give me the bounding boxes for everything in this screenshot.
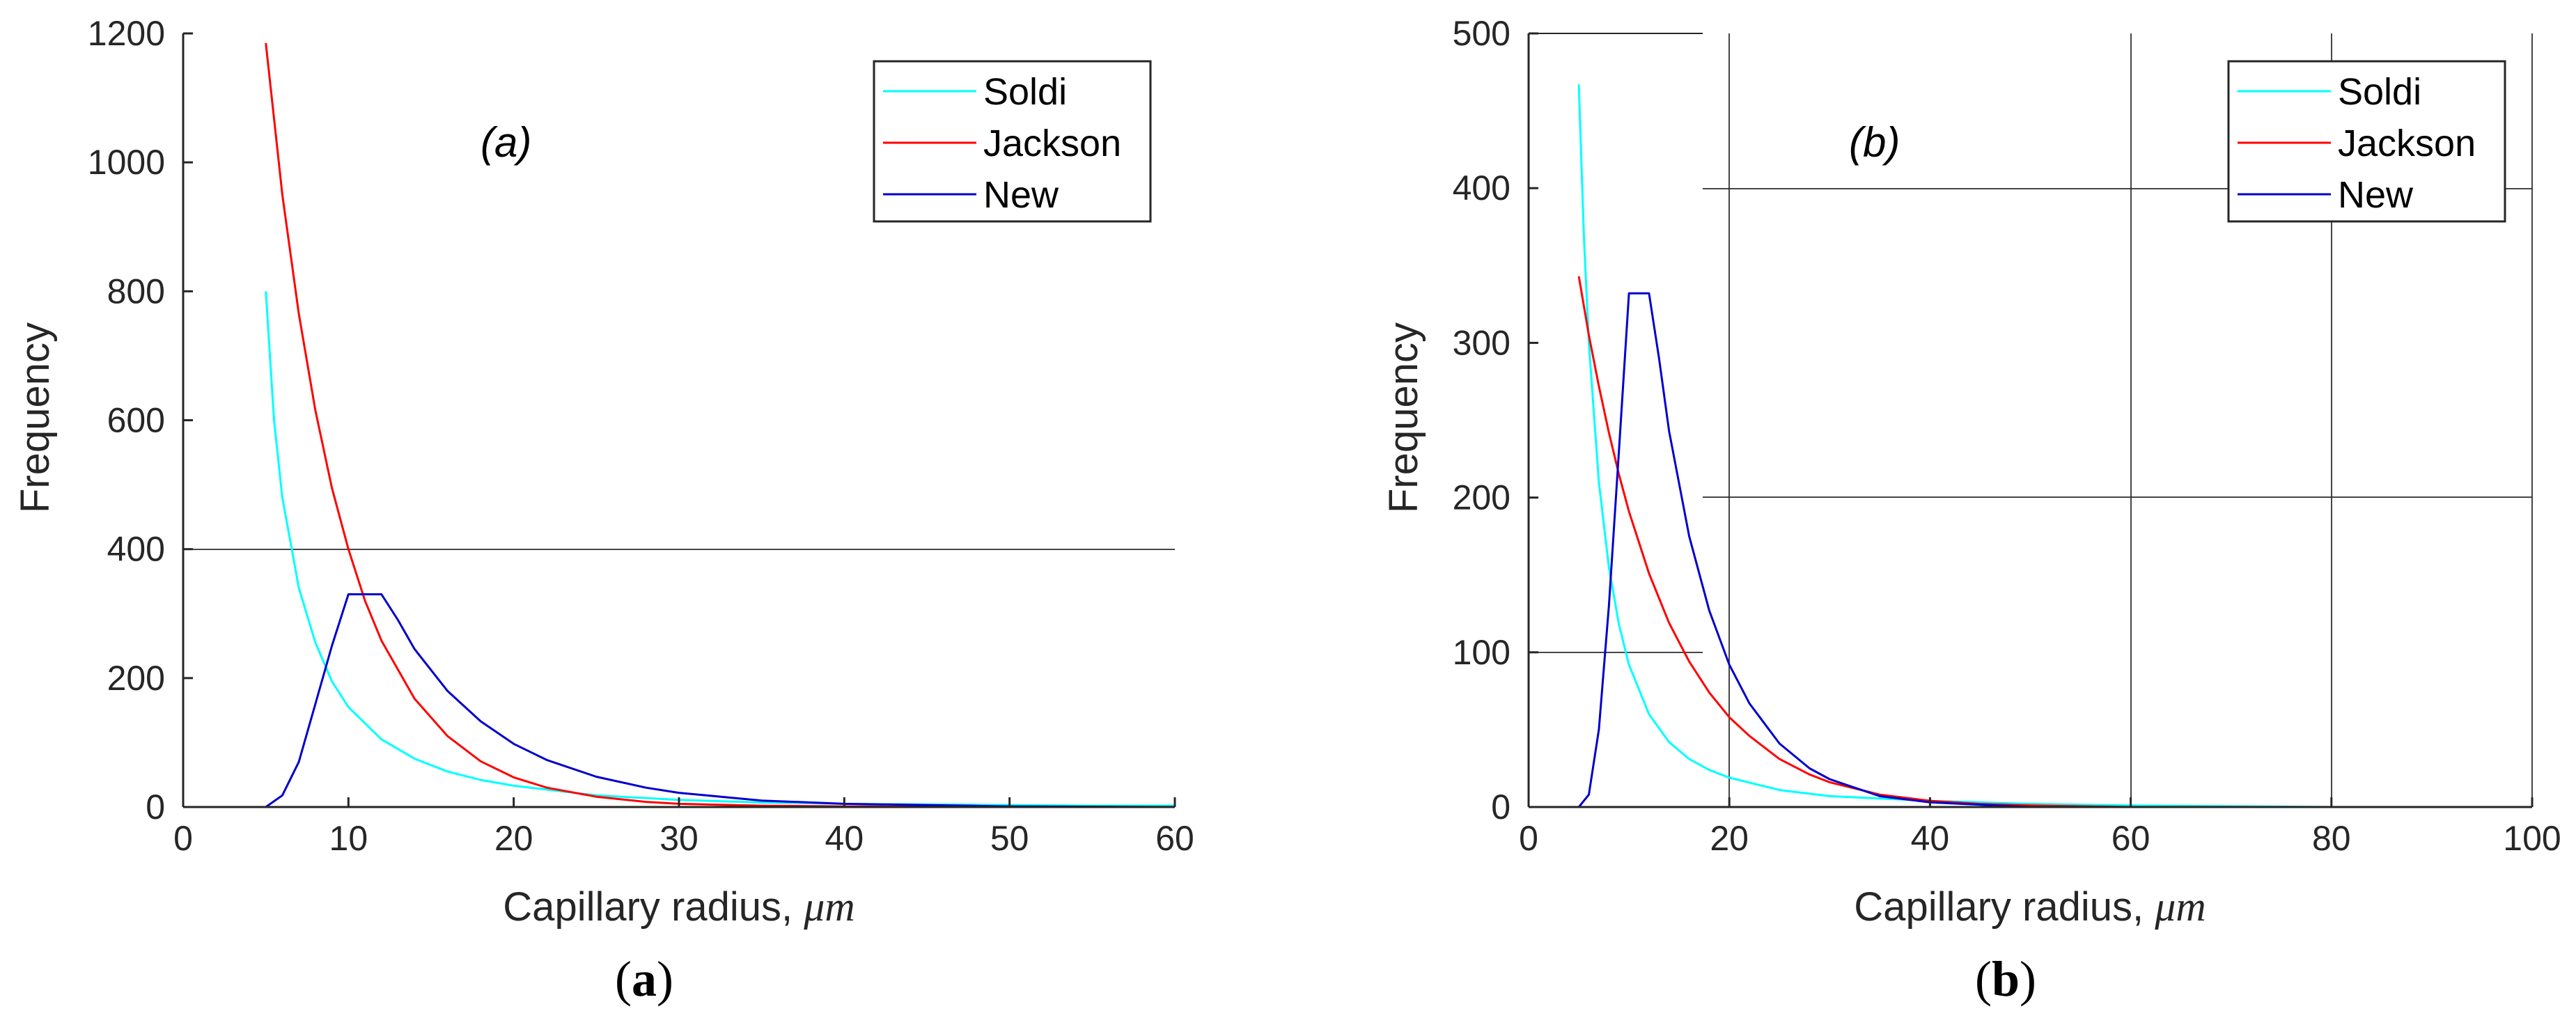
x-ticks-a: 0 10 20 30 40 50 60 bbox=[173, 797, 1194, 858]
y-tick-label-b: 300 bbox=[1453, 323, 1511, 362]
panel-tag-b: (b) bbox=[1849, 119, 1900, 166]
x-tick-label-a: 60 bbox=[1155, 819, 1194, 858]
x-tick-label-b: 60 bbox=[2111, 819, 2150, 858]
legend-label-a-soldi: Soldi bbox=[983, 71, 1067, 113]
series-line-b-soldi bbox=[1577, 84, 2532, 808]
y-ticks-a: 0 200 400 600 800 1000 1200 bbox=[88, 14, 193, 827]
y-axis-label-a: Frequency bbox=[13, 322, 58, 513]
y-tick-label-b: 200 bbox=[1453, 478, 1511, 517]
series-line-a-jackson bbox=[265, 42, 1175, 808]
chart-panel-b: 0 20 40 60 80 100 0 100 200 300 400 500 (b) Soldi … bbox=[1381, 14, 2561, 1007]
x-tick-label-b: 40 bbox=[1911, 819, 1950, 858]
x-tick-label-a: 10 bbox=[329, 819, 368, 858]
y-tick-label-a: 200 bbox=[107, 659, 165, 698]
y-tick-label-a: 1200 bbox=[88, 14, 165, 53]
y-tick-label-b: 400 bbox=[1453, 169, 1511, 207]
x-tick-label-b: 0 bbox=[1519, 819, 1538, 858]
x-tick-label-b: 100 bbox=[2503, 819, 2561, 858]
caption-a: (a) bbox=[615, 951, 673, 1007]
y-tick-label-b: 500 bbox=[1453, 14, 1511, 53]
legend-label-b-soldi: Soldi bbox=[2338, 71, 2421, 113]
legend-b: Soldi Jackson New bbox=[2227, 60, 2506, 223]
legend-label-a-jackson: Jackson bbox=[983, 123, 1121, 164]
x-axis-label-b-text: Capillary radius, bbox=[1854, 884, 2144, 930]
y-tick-label-a: 0 bbox=[146, 788, 165, 827]
series-line-b-jackson bbox=[1577, 276, 2532, 808]
x-ticks-b: 0 20 40 60 80 100 bbox=[1519, 797, 2561, 858]
y-axis-label-b: Frequency bbox=[1381, 322, 1426, 513]
y-tick-label-a: 1000 bbox=[88, 143, 165, 182]
x-tick-label-a: 20 bbox=[494, 819, 533, 858]
x-tick-label-b: 20 bbox=[1710, 819, 1749, 858]
legend-label-a-new: New bbox=[983, 174, 1059, 216]
x-tick-label-a: 30 bbox=[659, 819, 698, 858]
series-line-a-new bbox=[265, 593, 1176, 808]
caption-b: (b) bbox=[1975, 951, 2036, 1007]
series-group-b bbox=[1577, 84, 2532, 808]
legend-a: Soldi Jackson New bbox=[873, 60, 1152, 223]
x-axis-label-a-text: Capillary radius, bbox=[503, 884, 793, 930]
y-tick-label-a: 400 bbox=[107, 530, 165, 569]
legend-label-b-new: New bbox=[2338, 174, 2414, 216]
x-tick-label-a: 0 bbox=[173, 819, 193, 858]
y-tick-label-b: 0 bbox=[1491, 788, 1511, 827]
y-tick-label-a: 800 bbox=[107, 272, 165, 311]
x-axis-label-b: Capillary radius, μm bbox=[1854, 884, 2206, 930]
x-axis-label-a: Capillary radius, μm bbox=[503, 884, 854, 930]
y-tick-label-a: 600 bbox=[107, 401, 165, 440]
x-tick-label-a: 50 bbox=[990, 819, 1029, 858]
legend-label-b-jackson: Jackson bbox=[2338, 123, 2476, 164]
x-axis-label-a-unit: μm bbox=[803, 884, 854, 930]
x-tick-label-b: 80 bbox=[2312, 819, 2351, 858]
x-axis-label-b-unit: μm bbox=[2154, 884, 2206, 930]
series-group-a bbox=[265, 42, 1176, 808]
panel-tag-a: (a) bbox=[481, 119, 531, 166]
series-line-b-new bbox=[1577, 292, 2532, 808]
x-tick-label-a: 40 bbox=[825, 819, 864, 858]
y-tick-label-b: 100 bbox=[1453, 633, 1511, 672]
y-ticks-b: 0 100 200 300 400 500 bbox=[1453, 14, 1538, 827]
